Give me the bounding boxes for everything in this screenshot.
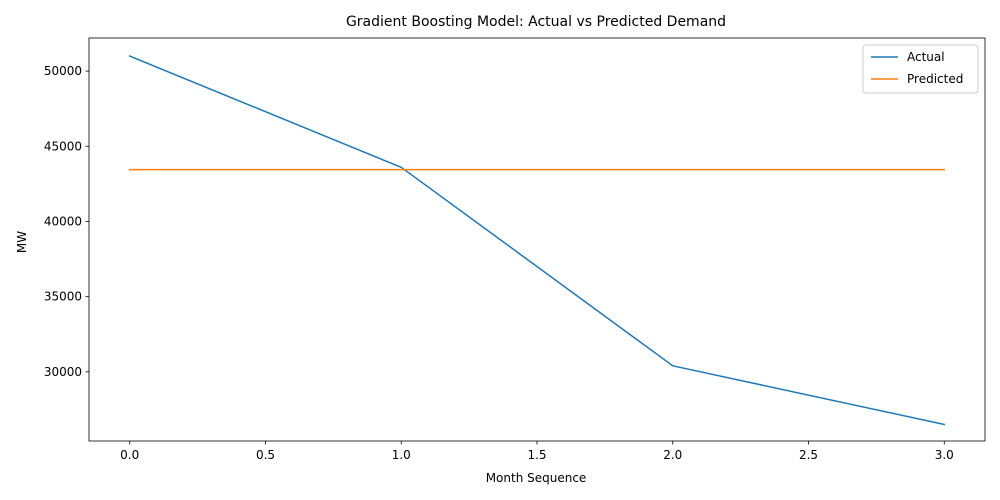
y-tick-label: 50000 xyxy=(44,64,82,78)
y-tick-label: 40000 xyxy=(44,214,82,228)
legend: Actual Predicted xyxy=(862,44,979,94)
x-tick-label: 1.0 xyxy=(392,448,411,462)
series-line-actual xyxy=(128,55,946,426)
x-tick-label: 0.5 xyxy=(256,448,275,462)
plot-area: 0.0 0.5 1.0 1.5 2.0 2.5 3.0 30000 35000 40000 4500… xyxy=(44,37,986,462)
y-axis-title: MW xyxy=(15,231,29,253)
legend-label-actual: Actual xyxy=(907,50,945,64)
x-tick-label: 0.0 xyxy=(120,448,139,462)
y-tick-label: 35000 xyxy=(44,290,82,304)
x-tick-label: 3.0 xyxy=(935,448,954,462)
x-tick-label: 2.5 xyxy=(799,448,818,462)
y-tick-label: 45000 xyxy=(44,139,82,153)
y-tick-label: 30000 xyxy=(44,365,82,379)
chart-title: Gradient Boosting Model: Actual vs Predi… xyxy=(346,14,726,30)
x-axis-title: Month Sequence xyxy=(486,471,587,485)
x-tick-label: 2.0 xyxy=(663,448,682,462)
legend-label-predicted: Predicted xyxy=(907,72,963,86)
x-tick-label: 1.5 xyxy=(527,448,546,462)
